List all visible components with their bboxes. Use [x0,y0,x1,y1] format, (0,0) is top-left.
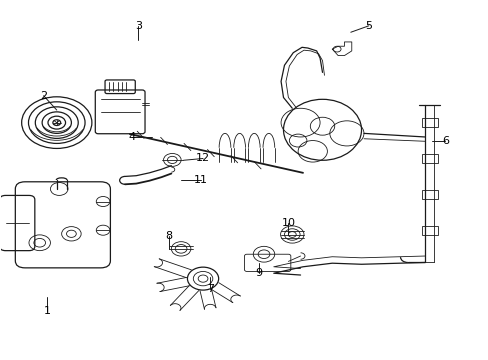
Bar [421,190,437,199]
Text: 10: 10 [281,218,295,228]
Text: 9: 9 [255,268,262,278]
Text: 8: 8 [165,231,172,240]
Text: 2: 2 [40,91,47,101]
Text: 7: 7 [206,284,213,294]
Bar [421,118,437,127]
Bar [421,154,437,163]
Text: 11: 11 [193,175,207,185]
Bar [421,226,437,234]
Text: 1: 1 [43,306,50,316]
Text: 5: 5 [365,21,371,31]
Text: 4: 4 [128,132,136,142]
Text: 6: 6 [441,136,448,145]
Text: 3: 3 [134,21,142,31]
Text: 12: 12 [196,153,210,163]
